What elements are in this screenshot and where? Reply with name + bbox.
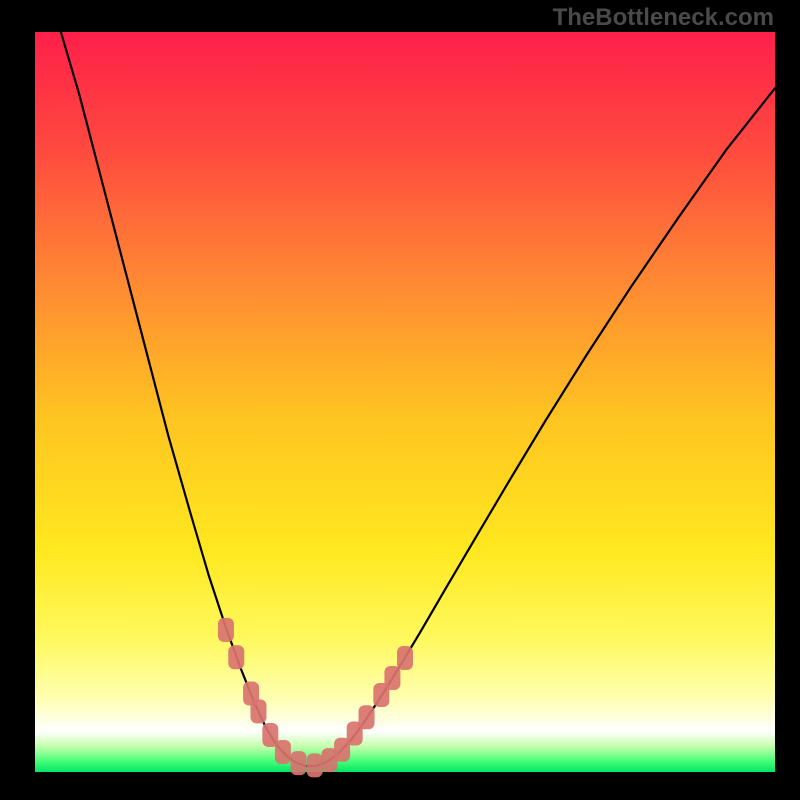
data-marker <box>275 740 291 764</box>
data-marker <box>218 618 234 642</box>
plot-area <box>35 32 775 772</box>
data-marker <box>228 645 244 669</box>
bottleneck-curve <box>61 32 775 766</box>
watermark-text: TheBottleneck.com <box>553 4 774 32</box>
curve-layer <box>35 32 775 772</box>
data-marker <box>359 705 375 729</box>
data-marker <box>307 753 323 777</box>
data-marker <box>290 751 306 775</box>
data-marker <box>250 699 266 723</box>
data-marker <box>397 646 413 670</box>
data-marker <box>384 666 400 690</box>
chart-stage: TheBottleneck.com <box>0 0 800 800</box>
